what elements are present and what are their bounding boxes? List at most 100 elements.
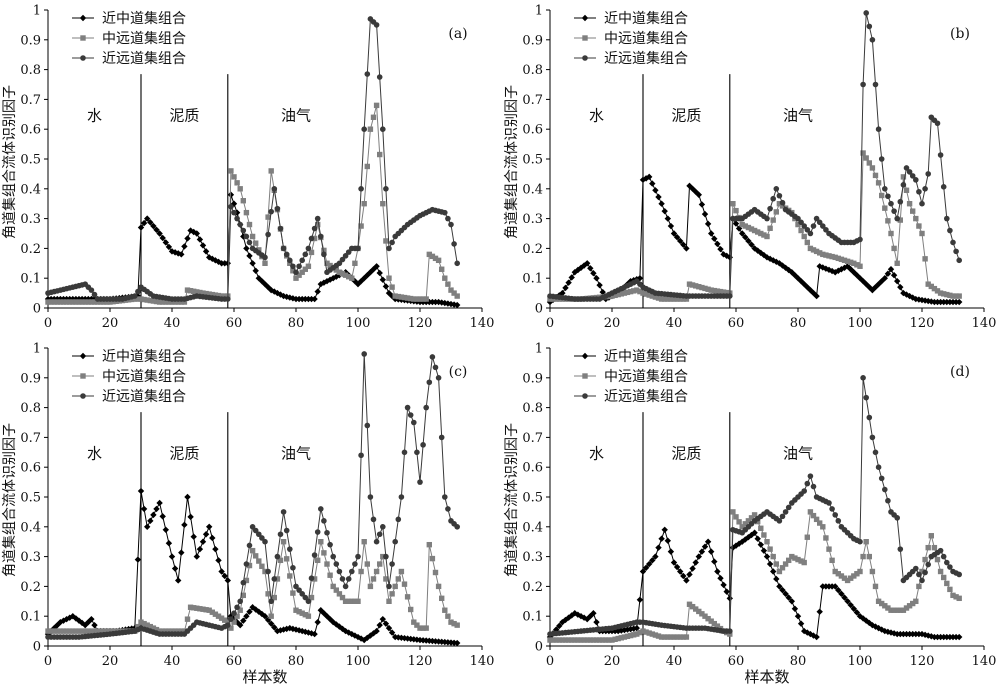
- data-point: [882, 205, 888, 211]
- data-point: [218, 293, 225, 299]
- data-point: [181, 299, 188, 305]
- data-point: [897, 607, 903, 613]
- data-point: [860, 375, 866, 381]
- data-point: [615, 291, 621, 298]
- data-point: [944, 291, 950, 298]
- data-point: [69, 613, 76, 620]
- data-point: [782, 264, 789, 271]
- data-point: [324, 561, 330, 567]
- data-point: [88, 299, 95, 305]
- data-point: [801, 627, 808, 635]
- data-point: [578, 637, 584, 643]
- data-point: [370, 576, 377, 582]
- data-point: [358, 452, 364, 459]
- data-point: [711, 235, 718, 242]
- data-point: [832, 269, 839, 276]
- data-point: [377, 151, 383, 158]
- data-point: [680, 241, 687, 248]
- data-point: [228, 203, 234, 210]
- data-point: [225, 619, 231, 625]
- data-point: [280, 539, 287, 545]
- data-point: [869, 434, 876, 441]
- y-tick-label: 0.6: [522, 123, 543, 138]
- data-point: [392, 293, 398, 299]
- data-point: [853, 609, 861, 616]
- data-point: [671, 296, 677, 302]
- x-tick-label: 20: [102, 316, 119, 331]
- data-point: [404, 594, 411, 600]
- data-point: [804, 480, 811, 487]
- data-point: [748, 515, 755, 521]
- data-point: [88, 615, 95, 623]
- data-point: [913, 598, 919, 604]
- data-point: [339, 576, 346, 582]
- data-point: [828, 267, 836, 275]
- data-point: [643, 291, 649, 297]
- x-tick-label: 120: [910, 654, 935, 669]
- data-point: [884, 270, 892, 277]
- data-point: [770, 553, 776, 560]
- data-point: [283, 527, 290, 534]
- data-point: [646, 630, 652, 636]
- data-point: [810, 247, 817, 253]
- data-point: [354, 633, 362, 641]
- data-point: [435, 257, 442, 264]
- data-point: [844, 263, 851, 270]
- data-point: [144, 523, 151, 530]
- data-point: [159, 234, 166, 242]
- data-point: [364, 634, 371, 642]
- data-point: [339, 271, 346, 277]
- data-point: [321, 518, 327, 524]
- data-point: [209, 291, 215, 298]
- data-point: [287, 546, 293, 552]
- y-tick-label: 1: [535, 342, 543, 357]
- data-point: [866, 160, 872, 166]
- data-point: [944, 580, 950, 587]
- x-tick-label: 120: [910, 316, 935, 331]
- data-point: [140, 219, 148, 227]
- data-point: [448, 221, 454, 228]
- data-point: [408, 295, 414, 302]
- data-point: [203, 290, 209, 297]
- data-point: [94, 299, 101, 305]
- data-point: [85, 299, 91, 305]
- data-point: [150, 625, 157, 631]
- data-point: [779, 513, 786, 520]
- data-point: [562, 284, 569, 292]
- data-point: [866, 414, 873, 421]
- data-point: [101, 628, 107, 634]
- data-point: [913, 215, 919, 222]
- data-point: [798, 227, 804, 234]
- data-point: [163, 299, 169, 305]
- data-point: [637, 629, 643, 636]
- data-point: [695, 553, 702, 560]
- data-point: [225, 622, 231, 628]
- data-point: [770, 195, 776, 202]
- y-tick-label: 0.1: [20, 610, 41, 625]
- data-point: [144, 297, 150, 303]
- data-point: [423, 637, 430, 644]
- data-point: [178, 299, 184, 305]
- data-point: [181, 628, 188, 634]
- legend-marker: [80, 55, 86, 61]
- data-point: [652, 553, 659, 560]
- data-point: [776, 192, 783, 199]
- data-point: [820, 251, 826, 258]
- data-point: [348, 630, 355, 638]
- data-point: [631, 288, 637, 294]
- data-point: [550, 637, 556, 643]
- data-point: [823, 226, 829, 233]
- data-point: [667, 222, 675, 230]
- data-point: [314, 288, 321, 295]
- y-tick-label: 0.3: [20, 550, 41, 565]
- data-point: [599, 288, 606, 296]
- data-point: [137, 487, 145, 495]
- data-point: [249, 233, 256, 240]
- data-point: [454, 260, 461, 267]
- data-point: [442, 275, 448, 281]
- data-point: [857, 538, 863, 545]
- data-point: [66, 614, 73, 621]
- x-tick-label: 20: [604, 654, 621, 669]
- data-point: [373, 263, 380, 270]
- data-point: [215, 258, 222, 266]
